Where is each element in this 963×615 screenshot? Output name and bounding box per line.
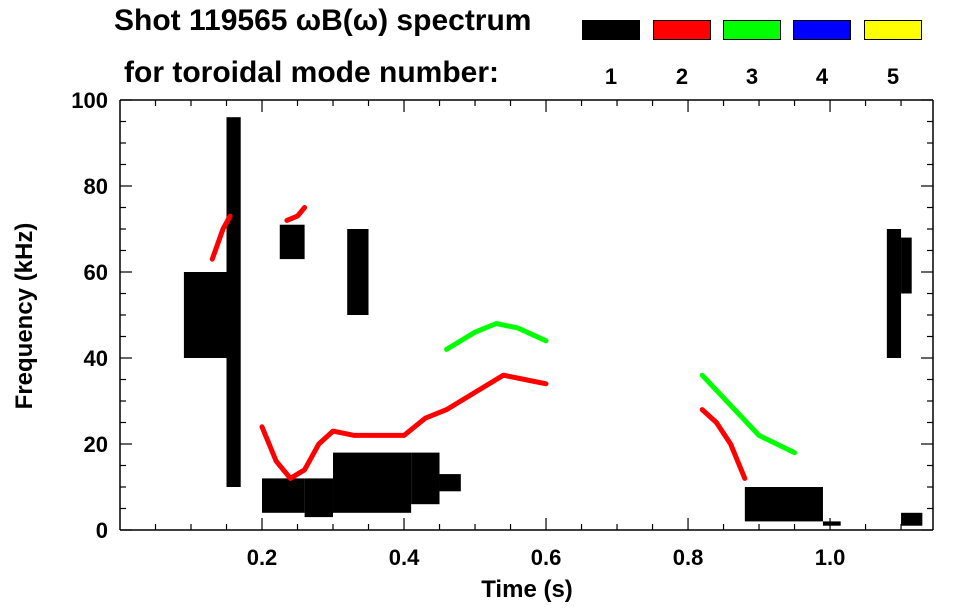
tick-labels: 0.2 0.4 0.6 0.8 1.0 0 20 40 60 80 100 [71,88,845,570]
mode-1-region-9 [744,487,823,522]
legend-label-mode-2: 2 [675,64,689,89]
mode-1-region-5 [333,452,412,513]
mode-3-ridge-1 [699,372,797,456]
legend-label-mode-1: 1 [604,64,618,89]
legend-swatch-mode-5 [864,20,922,40]
x-axis-label: Time (s) [481,576,573,603]
x-tick-label: 0.4 [389,545,420,570]
mode-1-region-7 [439,474,461,492]
mode-1-region-3 [262,478,305,513]
x-tick-label: 0.8 [673,545,704,570]
mode-1-region-2 [279,224,305,260]
mode-2-ridge-0 [209,213,233,262]
y-tick-label: 20 [84,432,108,457]
legend-label-mode-3: 3 [745,64,759,89]
y-tick-label: 0 [96,518,108,543]
mode-1-region-8 [347,229,369,315]
mode-1-region-12 [901,237,912,294]
legend-swatch-mode-1 [582,20,640,40]
legend-swatch-mode-4 [793,20,851,40]
y-axis-label: Frequency (kHz) [11,223,38,410]
mode-1-region-11 [886,229,902,358]
mode-1-region-4 [304,478,334,518]
legend-label-mode-4: 4 [815,64,829,89]
spectrum-marks [183,117,923,526]
mode-2-ridge-2 [259,372,549,481]
chart-title-line1: Shot 119565 ωB(ω) spectrum [114,4,532,37]
y-tick-label: 80 [84,174,108,199]
mode-2-ridge-1 [284,205,308,223]
legend-swatch-mode-3 [723,20,781,40]
mode-3-ridge-0 [444,321,549,352]
mode-1-region-0 [183,272,234,358]
y-tick-label: 100 [71,88,108,113]
x-tick-label: 0.2 [247,545,278,570]
mode-2-ridge-3 [699,407,748,481]
mode-1-region-13 [901,512,923,526]
chart-title-line2: for toroidal mode number: [124,56,499,89]
legend-label-mode-5: 5 [886,64,900,89]
legend-swatch-mode-2 [653,20,711,40]
plot-axes [119,99,934,531]
mode-1-region-1 [226,117,241,487]
mode-1-region-6 [411,452,440,505]
mode-1-region-10 [822,521,841,526]
y-tick-label: 60 [84,260,108,285]
x-tick-label: 1.0 [815,545,846,570]
y-tick-label: 40 [84,346,108,371]
x-tick-label: 0.6 [531,545,562,570]
